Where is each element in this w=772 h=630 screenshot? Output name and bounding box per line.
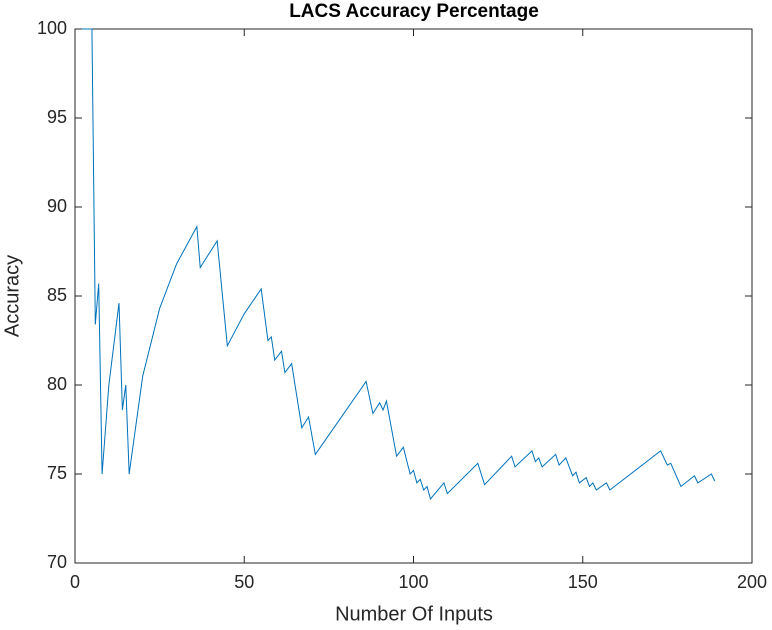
x-axis-label: Number Of Inputs xyxy=(335,603,493,625)
x-tick-label: 100 xyxy=(398,572,428,592)
y-tick-label: 90 xyxy=(47,196,67,216)
chart-title: LACS Accuracy Percentage xyxy=(289,1,539,22)
plot-frame xyxy=(74,28,753,564)
y-tick-label: 95 xyxy=(47,107,67,127)
x-tick-label: 0 xyxy=(70,572,80,592)
y-tick-label: 70 xyxy=(47,552,67,572)
x-tick-label: 150 xyxy=(568,572,598,592)
x-tick-label: 200 xyxy=(737,572,767,592)
y-tick-label: 85 xyxy=(47,285,67,305)
y-tick-label: 75 xyxy=(47,463,67,483)
y-tick-label: 80 xyxy=(47,374,67,394)
y-tick-label: 100 xyxy=(37,18,67,38)
data-line xyxy=(81,28,716,500)
y-axis-label: Accuracy xyxy=(1,255,23,337)
x-tick-label: 50 xyxy=(234,572,254,592)
